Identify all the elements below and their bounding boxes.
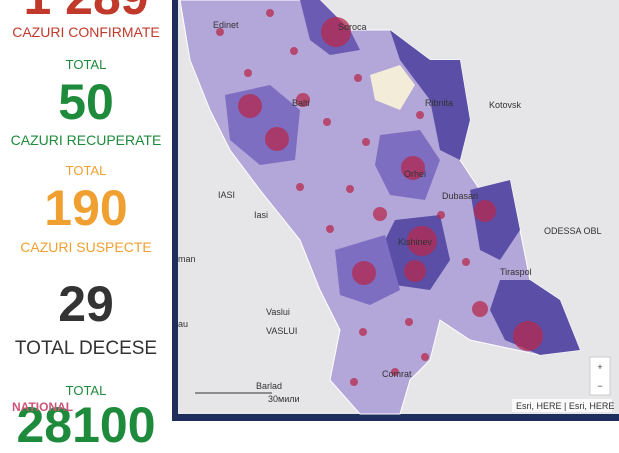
map-label: Ribnita [425, 98, 453, 108]
stat-heading: TOTAL [65, 383, 107, 398]
map-label: Dubasari [442, 191, 478, 201]
region [470, 180, 520, 260]
stat-value: 29 [58, 276, 114, 332]
map-label: Kishinev [398, 237, 433, 247]
region [390, 30, 470, 160]
stat-heading: TOTAL [65, 163, 107, 178]
map-label: Kotovsk [489, 100, 522, 110]
map: Edinet Soroca Balti Ribnita Kotovsk Orhe… [172, 0, 619, 421]
zoom-in[interactable]: + [597, 362, 602, 372]
map-label: Edinet [213, 20, 239, 30]
map-label: Comrat [382, 369, 412, 379]
map-label: Tiraspol [500, 267, 532, 277]
map-label: Vaslui [266, 307, 290, 317]
attribution-bg [512, 399, 612, 412]
stat-heading: TOTAL [65, 57, 107, 72]
zoom-out[interactable]: − [597, 381, 602, 391]
attribution: Esri, HERE | Esri, HERE [516, 401, 614, 411]
logo: NATIONAL [12, 400, 74, 414]
zoom-control [589, 356, 611, 396]
map-label: VASLUI [266, 326, 297, 336]
stat-label: CAZURI CONFIRMATE [12, 24, 160, 40]
map-label: Orhei [404, 169, 426, 179]
stat-value: 190 [44, 180, 128, 236]
stat-label: TOTAL DECESE [14, 338, 158, 359]
map-label: Barlad [256, 381, 282, 391]
map-label: ODESSA OBL [544, 226, 602, 236]
map-label: Balti [292, 98, 310, 108]
region [490, 280, 580, 355]
stat-label: CAZURI RECUPERATE [10, 132, 162, 148]
map-label: Soroca [338, 22, 367, 32]
scale-label: 30мили [268, 394, 300, 404]
region [370, 65, 415, 110]
map-label: Iasi [254, 210, 268, 220]
stat-label: CAZURI SUSPECTE [20, 239, 152, 255]
stat-value: 50 [58, 74, 114, 130]
map-label: IASI [218, 190, 235, 200]
map-label: au [178, 319, 188, 329]
map-label: man [178, 254, 196, 264]
stat-value: 1 289 [0, 0, 172, 22]
bubbles [216, 9, 543, 386]
